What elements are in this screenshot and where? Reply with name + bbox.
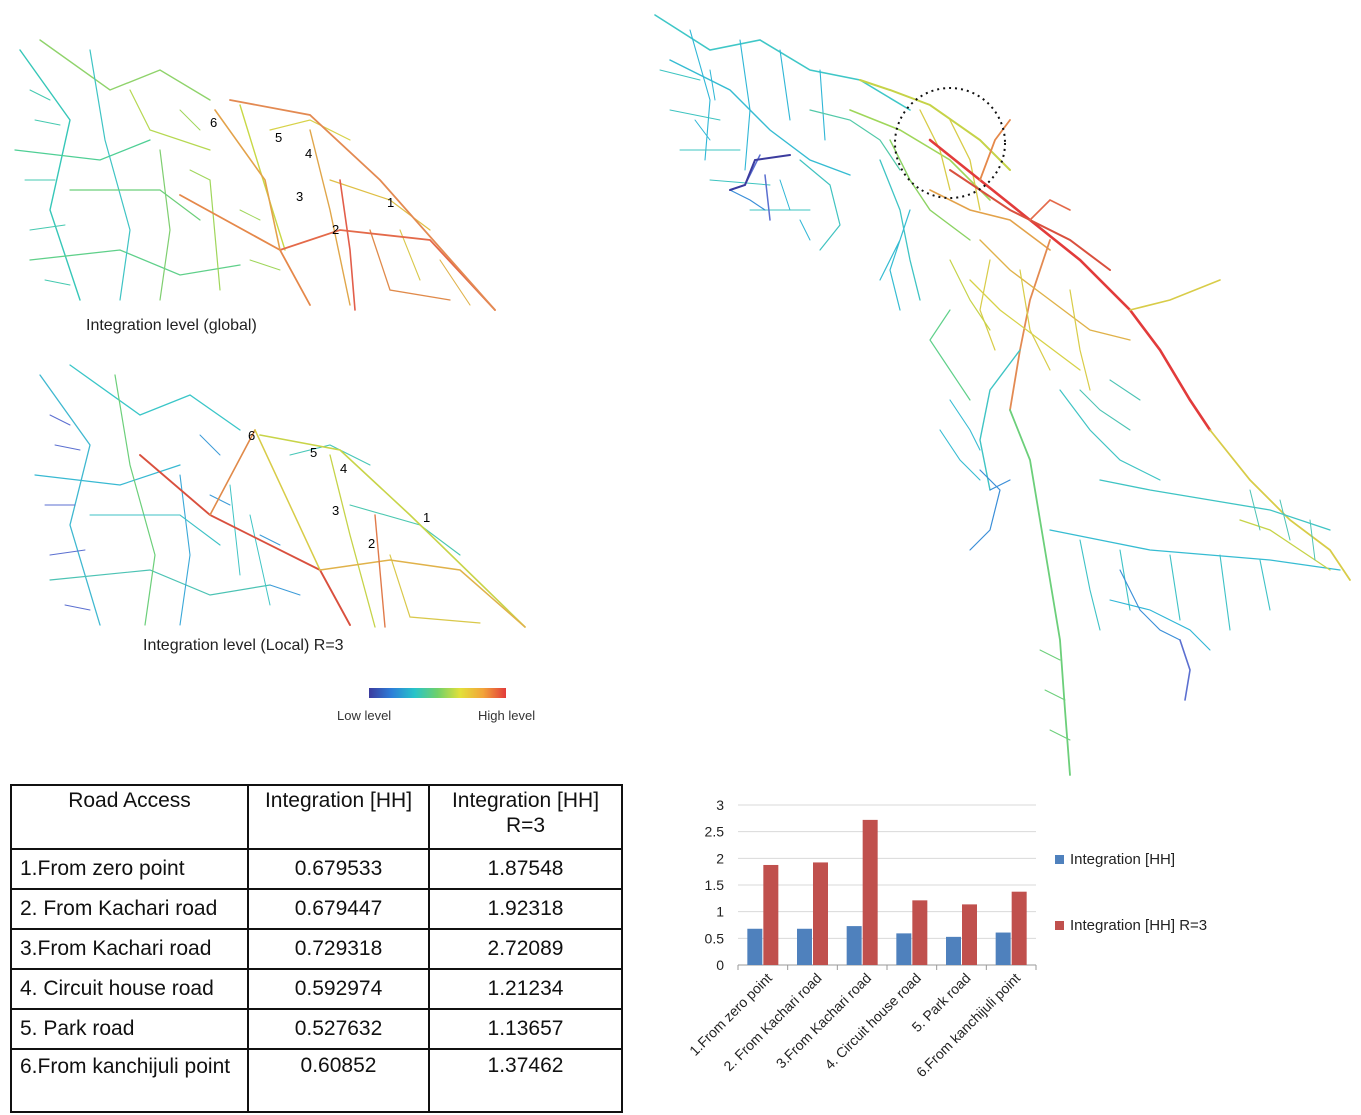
y-tick-label: 0 <box>716 957 724 973</box>
city-road-network-map <box>654 14 1351 776</box>
legend-low-label: Low level <box>337 708 392 723</box>
legend-swatch <box>1055 921 1064 930</box>
global-marker-2: 2 <box>332 222 339 237</box>
y-tick-label: 1.5 <box>705 877 725 893</box>
local-marker-3: 3 <box>332 503 339 518</box>
bar-integration-hh <box>797 928 812 965</box>
road-name-cell: 1.From zero point <box>10 848 249 890</box>
column-header-integration-hh-r3: Integration [HH] R=3 <box>428 784 623 850</box>
integration-hh-cell: 0.592974 <box>247 968 430 1010</box>
global-marker-6: 6 <box>210 115 217 130</box>
integration-r3-cell: 1.37462 <box>428 1048 623 1113</box>
bar-integration-r3 <box>912 900 928 965</box>
legend-entry: Integration [HH] <box>1070 851 1175 868</box>
bar-integration-r3 <box>813 862 828 965</box>
table-row: 6.From kanchijuli point 0.60852 1.37462 <box>10 1048 623 1113</box>
local-marker-6: 6 <box>248 428 255 443</box>
y-tick-label: 0.5 <box>705 930 725 946</box>
local-marker-5: 5 <box>310 445 317 460</box>
bar-integration-r3 <box>1011 891 1027 965</box>
road-name-cell: 6.From kanchijuli point <box>10 1048 249 1113</box>
local-map-caption: Integration level (Local) R=3 <box>143 637 344 654</box>
x-category-label: 2. From Kachari road <box>720 970 824 1074</box>
global-marker-1: 1 <box>387 195 394 210</box>
table-row: 2. From Kachari road 0.679447 1.92318 <box>10 888 623 930</box>
road-access-integration-table: Road Access Integration [HH] Integration… <box>10 784 623 1113</box>
global-marker-5: 5 <box>275 130 282 145</box>
road-name-cell: 5. Park road <box>10 1008 249 1050</box>
y-tick-label: 2.5 <box>705 824 725 840</box>
global-map-caption: Integration level (global) <box>86 317 257 334</box>
global-integration-map: 6 5 4 3 2 1 <box>14 39 496 311</box>
local-marker-1: 1 <box>423 510 430 525</box>
global-marker-3: 3 <box>296 189 303 204</box>
legend-entry: Integration [HH] R=3 <box>1070 917 1207 934</box>
local-marker-4: 4 <box>340 461 347 476</box>
road-name-cell: 4. Circuit house road <box>10 968 249 1010</box>
x-category-label: 1.From zero point <box>686 970 775 1059</box>
table-row: 1.From zero point 0.679533 1.87548 <box>10 848 623 890</box>
integration-hh-cell: 0.679447 <box>247 888 430 930</box>
table-row: 3.From Kachari road 0.729318 2.72089 <box>10 928 623 970</box>
column-header-integration-hh: Integration [HH] <box>247 784 430 850</box>
bar-integration-hh <box>846 926 862 965</box>
local-integration-map: 6 5 4 3 2 1 <box>34 364 526 628</box>
integration-color-scale <box>369 688 506 698</box>
integration-r3-cell: 1.92318 <box>428 888 623 930</box>
bar-integration-r3 <box>962 904 977 965</box>
global-marker-4: 4 <box>305 146 312 161</box>
integration-hh-cell: 0.729318 <box>247 928 430 970</box>
integration-r3-cell: 2.72089 <box>428 928 623 970</box>
y-tick-label: 2 <box>716 850 724 866</box>
focus-area-circle <box>894 87 1006 199</box>
integration-r3-cell: 1.13657 <box>428 1008 623 1050</box>
x-category-label: 3.From Kachari road <box>773 970 875 1072</box>
integration-hh-cell: 0.679533 <box>247 848 430 890</box>
legend-swatch <box>1055 855 1064 864</box>
legend-high-label: High level <box>478 708 536 723</box>
table-row: 5. Park road 0.527632 1.13657 <box>10 1008 623 1050</box>
bar-integration-r3 <box>862 819 878 965</box>
bar-integration-hh <box>946 936 961 965</box>
integration-hh-cell: 0.527632 <box>247 1008 430 1050</box>
road-name-cell: 3.From Kachari road <box>10 928 249 970</box>
bar-integration-hh <box>995 932 1011 965</box>
integration-r3-cell: 1.87548 <box>428 848 623 890</box>
integration-hh-cell: 0.60852 <box>247 1048 430 1113</box>
x-category-label: 4. Circuit house road <box>821 970 924 1073</box>
y-tick-label: 3 <box>716 797 724 813</box>
bar-integration-hh <box>747 928 763 965</box>
bar-integration-hh <box>896 933 912 965</box>
bar-integration-r3 <box>763 864 779 965</box>
integration-r3-cell: 1.21234 <box>428 968 623 1010</box>
y-tick-label: 1 <box>716 904 724 920</box>
table-row: 4. Circuit house road 0.592974 1.21234 <box>10 968 623 1010</box>
local-marker-2: 2 <box>368 536 375 551</box>
road-name-cell: 2. From Kachari road <box>10 888 249 930</box>
column-header-road-access: Road Access <box>10 784 249 850</box>
